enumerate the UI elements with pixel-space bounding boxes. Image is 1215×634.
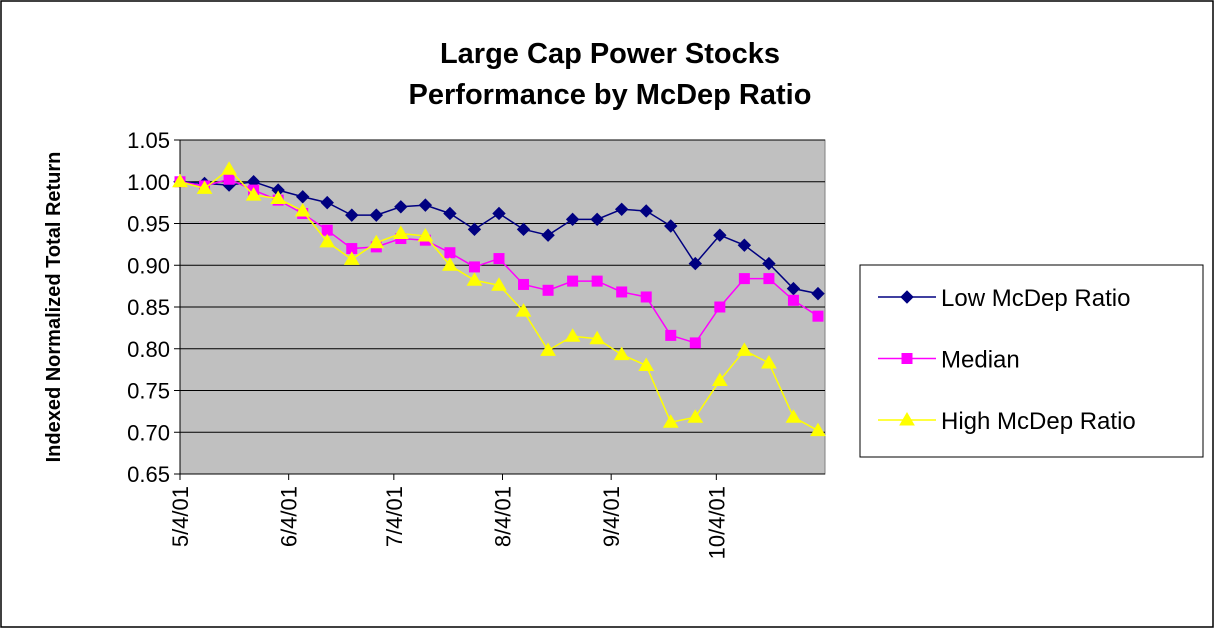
marker: [542, 284, 554, 296]
marker: [614, 202, 629, 217]
marker: [418, 198, 433, 212]
marker: [443, 206, 457, 221]
marker: [270, 190, 287, 204]
marker: [785, 409, 802, 423]
legend-label: Low McDep Ratio: [941, 285, 1130, 312]
x-tick-label: 5/4/01: [168, 486, 193, 547]
marker: [491, 277, 507, 291]
marker: [900, 290, 914, 304]
marker: [736, 342, 753, 356]
marker: [761, 354, 777, 369]
marker: [540, 342, 556, 356]
marker: [616, 286, 628, 298]
marker: [639, 204, 653, 218]
y-tick-label: 0.75: [127, 379, 170, 404]
marker: [714, 301, 726, 313]
legend-label: Median: [941, 347, 1020, 374]
marker: [589, 330, 606, 345]
marker: [493, 253, 505, 265]
marker: [810, 422, 826, 437]
marker: [640, 291, 652, 303]
marker: [444, 247, 456, 259]
marker: [541, 228, 555, 242]
marker: [613, 346, 630, 361]
marker: [786, 281, 801, 296]
marker: [688, 256, 703, 271]
marker: [591, 275, 603, 287]
marker: [763, 273, 775, 285]
marker: [665, 329, 677, 341]
marker: [901, 353, 913, 364]
x-tick-label: 10/4/01: [704, 486, 729, 559]
marker: [492, 206, 506, 221]
y-tick-label: 0.80: [127, 337, 170, 362]
legend-label: High McDep Ratio: [941, 408, 1136, 435]
marker: [321, 224, 333, 236]
marker: [368, 234, 385, 249]
marker: [762, 256, 776, 271]
x-tick-label: 6/4/01: [277, 486, 302, 547]
marker: [564, 328, 581, 342]
marker: [417, 228, 434, 242]
marker: [664, 219, 678, 233]
marker: [442, 257, 458, 271]
marker: [467, 222, 482, 237]
x-tick-label: 8/4/01: [491, 486, 516, 547]
marker: [713, 228, 727, 242]
marker: [468, 261, 480, 273]
y-tick-label: 0.90: [127, 253, 170, 278]
marker: [320, 195, 334, 210]
marker: [345, 208, 359, 222]
chart-title: Large Cap Power Stocks: [440, 38, 780, 70]
marker: [787, 294, 799, 306]
y-tick-label: 0.85: [127, 295, 170, 320]
marker: [711, 372, 728, 386]
marker: [196, 180, 213, 194]
marker: [172, 173, 188, 188]
marker: [245, 187, 262, 201]
marker: [565, 212, 580, 227]
marker: [737, 238, 752, 252]
x-tick-label: 7/4/01: [382, 486, 407, 547]
marker: [294, 202, 311, 217]
marker: [687, 409, 704, 423]
marker: [295, 190, 310, 204]
marker: [369, 208, 384, 222]
y-tick-label: 1.00: [127, 170, 170, 195]
marker: [518, 278, 530, 290]
marker: [319, 233, 336, 248]
marker: [899, 412, 915, 426]
y-tick-label: 0.65: [127, 462, 170, 487]
marker: [567, 275, 579, 287]
marker: [590, 212, 604, 227]
marker: [689, 337, 701, 349]
x-tick-label: 9/4/01: [599, 486, 624, 547]
marker: [516, 222, 531, 237]
marker: [221, 161, 237, 175]
marker: [811, 286, 825, 301]
marker: [515, 303, 532, 317]
marker: [812, 310, 824, 322]
chart-title: Performance by McDep Ratio: [409, 79, 812, 111]
marker: [638, 357, 655, 371]
marker: [738, 273, 750, 285]
marker: [662, 414, 679, 428]
marker: [394, 200, 408, 214]
y-axis-label: Indexed Normalized Total Return: [43, 152, 65, 463]
marker: [343, 251, 360, 265]
y-tick-label: 1.05: [127, 128, 170, 153]
y-tick-label: 0.95: [127, 212, 170, 237]
marker: [392, 225, 409, 240]
marker: [466, 272, 483, 286]
y-tick-label: 0.70: [127, 420, 170, 445]
marker: [223, 173, 235, 185]
